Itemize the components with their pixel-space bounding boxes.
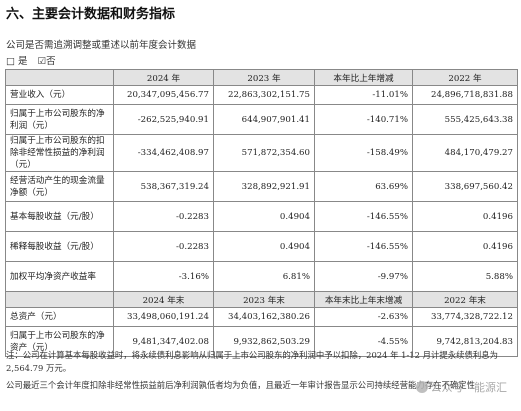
column-header: 2023 年末: [213, 291, 315, 308]
column-header: [5, 69, 114, 86]
value-cell: 0.4904: [213, 201, 315, 232]
value-cell: 484,170,479.27: [412, 134, 518, 172]
yes-label: 是: [18, 56, 28, 67]
column-header: 本年末比上年末增减: [314, 291, 413, 308]
row-label: 加权平均净资产收益率: [5, 261, 114, 292]
change-cell: -11.01%: [314, 85, 413, 105]
value-cell: 538,367,319.24: [113, 171, 214, 202]
value-cell: 338,697,560.42: [412, 171, 518, 202]
value-cell: -334,462,408.97: [113, 134, 214, 172]
yes-checkbox[interactable]: □: [6, 56, 15, 67]
change-cell: -146.55%: [314, 201, 413, 232]
row-label: 经营活动产生的现金流量净额（元）: [5, 171, 114, 202]
row-label: 总资产（元）: [5, 307, 114, 327]
change-cell: -4.55%: [314, 326, 413, 357]
row-label: 归属于上市公司股东的净资产（元）: [5, 326, 114, 357]
restatement-question: 公司是否需追溯调整或重述以前年度会计数据: [6, 40, 197, 51]
table-row: 稀释每股收益（元/股） -0.2283 0.4904 -146.55% 0.4196: [5, 231, 518, 262]
table-row: 经营活动产生的现金流量净额（元） 538,367,319.24 328,892,92…: [5, 171, 518, 202]
restatement-choice: □ 是 ☑否: [6, 53, 56, 67]
row-label: 归属于上市公司股东的扣除非经常性损益的净利润（元）: [5, 134, 114, 172]
change-cell: -146.55%: [314, 231, 413, 262]
table-row: 归属于上市公司股东的净利润（元） -262,525,940.91 644,907,9…: [5, 104, 518, 135]
wechat-icon: [415, 381, 428, 393]
value-cell: 0.4196: [412, 201, 518, 232]
value-cell: 555,425,643.38: [412, 104, 518, 135]
column-header: 2022 年末: [412, 291, 518, 308]
column-header: 2023 年: [213, 69, 315, 86]
change-cell: -140.71%: [314, 104, 413, 135]
table-row: 加权平均净资产收益率 -3.16% 6.81% -9.97% 5.88%: [5, 261, 518, 292]
table-row: 基本每股收益（元/股） -0.2283 0.4904 -146.55% 0.4196: [5, 201, 518, 232]
value-cell: 34,403,162,380.26: [213, 307, 315, 327]
footnote-going-concern: 公司最近三个会计年度扣除非经常性损益前后净利润孰低者均为负值，且最近一年审计报告…: [6, 380, 475, 390]
value-cell: 571,872,354.60: [213, 134, 315, 172]
table-row: 归属于上市公司股东的扣除非经常性损益的净利润（元） -334,462,408.97…: [5, 134, 518, 172]
column-header: 2024 年末: [113, 291, 214, 308]
table-row: 归属于上市公司股东的净资产（元） 9,481,347,402.08 9,932,86…: [5, 326, 518, 357]
table-header-annual: 2024 年 2023 年本年比上年增减 2022 年: [5, 69, 518, 86]
table-row: 总资产（元） 33,498,060,191.24 34,403,162,380.26…: [5, 307, 518, 327]
column-header: 本年比上年增减: [314, 69, 413, 86]
column-header: 2024 年: [113, 69, 214, 86]
value-cell: 22,863,302,151.75: [213, 85, 315, 105]
value-cell: 0.4904: [213, 231, 315, 262]
section-title: 六、主要会计数据和财务指标: [6, 7, 176, 22]
value-cell: -0.2283: [113, 231, 214, 262]
value-cell: 5.88%: [412, 261, 518, 292]
value-cell: 33,774,328,722.12: [412, 307, 518, 327]
value-cell: 6.81%: [213, 261, 315, 292]
change-cell: -158.49%: [314, 134, 413, 172]
table-header-year-end: 2024 年末 2023 年末 本年末比上年末增减 2022 年末: [5, 291, 518, 308]
no-checkbox[interactable]: ☑: [37, 56, 47, 67]
value-cell: -0.2283: [113, 201, 214, 232]
change-cell: 63.69%: [314, 171, 413, 202]
value-cell: -3.16%: [113, 261, 214, 292]
column-header: [5, 291, 114, 308]
value-cell: 33,498,060,191.24: [113, 307, 214, 327]
value-cell: 0.4196: [412, 231, 518, 262]
column-header: 2022 年: [412, 69, 518, 86]
row-label: 归属于上市公司股东的净利润（元）: [5, 104, 114, 135]
value-cell: 328,892,921.91: [213, 171, 315, 202]
change-cell: -2.63%: [314, 307, 413, 327]
value-cell: -262,525,940.91: [113, 104, 214, 135]
row-label: 基本每股收益（元/股）: [5, 201, 114, 232]
row-label: 营业收入（元）: [5, 85, 114, 105]
table-row: 营业收入（元） 20,347,095,456.77 22,863,302,151.7…: [5, 85, 518, 105]
value-cell: 20,347,095,456.77: [113, 85, 214, 105]
watermark: 公众号 · 能源汇: [415, 379, 507, 395]
no-label: 否: [46, 56, 56, 67]
value-cell: 9,742,813,204.83: [412, 326, 518, 357]
row-label: 稀释每股收益（元/股）: [5, 231, 114, 262]
value-cell: 644,907,901.41: [213, 104, 315, 135]
change-cell: -9.97%: [314, 261, 413, 292]
value-cell: 24,896,718,831.88: [412, 85, 518, 105]
footnote-perpetual-bond: 注：公司在计算基本每股收益时，将永续债利息影响从归属于上市公司股东的净利润中予以…: [6, 350, 498, 373]
financial-indicators-table: 2024 年 2023 年本年比上年增减 2022 年营业收入（元） 20,347,0…: [5, 69, 518, 357]
